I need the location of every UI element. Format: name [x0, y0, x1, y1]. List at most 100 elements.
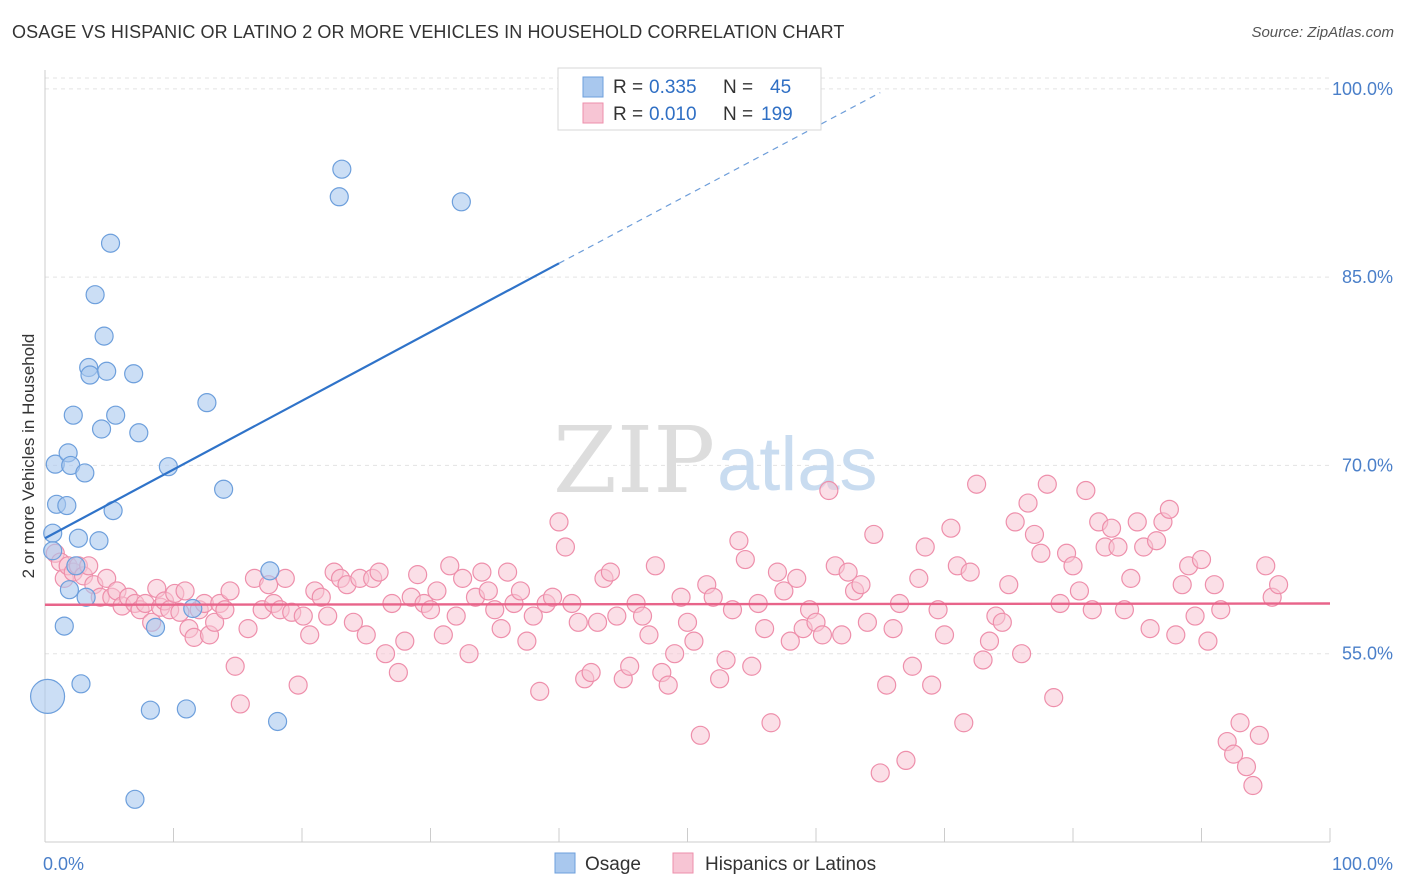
grid-layer — [45, 77, 1330, 655]
hispanic-point-70 — [446, 606, 466, 626]
hispanic-point-82 — [523, 606, 543, 626]
hispanic-point-64 — [408, 565, 428, 585]
osage-point-15 — [76, 587, 96, 607]
hispanic-point-86 — [549, 512, 569, 532]
hispanic-point-152 — [973, 650, 993, 670]
hispanic-point-127 — [812, 625, 833, 645]
legend-osage-swatch — [582, 76, 604, 98]
legend-osage-r-value: 0.335 — [649, 77, 697, 98]
hispanic-point-94 — [600, 562, 621, 582]
bottom-legend-hispanic-swatch — [672, 852, 694, 874]
hispanic-point-130 — [832, 625, 852, 645]
hispanic-point-105 — [671, 587, 691, 607]
hispanic-point-196 — [1256, 556, 1276, 576]
osage-point-36 — [260, 561, 280, 581]
osage-trend-extension — [558, 92, 881, 264]
hispanic-point-174 — [1114, 600, 1135, 620]
hispanic-point-195 — [1249, 725, 1269, 745]
hispanic-point-31 — [205, 612, 225, 632]
hispanic-point-58 — [369, 562, 389, 582]
osage-points — [29, 159, 471, 809]
hispanic-point-128 — [819, 480, 839, 501]
hispanic-point-153 — [979, 631, 1000, 651]
hispanic-point-137 — [877, 675, 897, 695]
osage-point-11 — [66, 556, 86, 576]
hispanic-point-162 — [1037, 474, 1057, 494]
y-axis-title: 2 or more Vehicles in Household — [19, 334, 38, 579]
hispanic-point-34 — [220, 581, 240, 601]
bottom-legend-hispanic-label: Hispanics or Latinos — [705, 854, 876, 875]
hispanic-point-89 — [568, 612, 588, 632]
hispanic-point-151 — [967, 474, 987, 494]
osage-point-2 — [43, 541, 63, 561]
correlation-legend: R = 0.335 N = 45 R = 0.010 N = 199 — [557, 67, 822, 131]
osage-point-39 — [332, 159, 352, 179]
hispanic-point-81 — [517, 631, 537, 651]
hispanic-point-160 — [1024, 524, 1045, 545]
hispanic-point-54 — [343, 612, 363, 632]
hispanic-point-167 — [1069, 581, 1090, 601]
osage-point-23 — [100, 233, 121, 253]
hispanic-point-112 — [716, 650, 736, 670]
watermark-zip: ZIP — [553, 407, 715, 514]
hispanic-point-72 — [459, 644, 479, 664]
hispanic-point-131 — [838, 562, 858, 582]
axes-layer: 55.0% 70.0% 85.0% 100.0% 0.0% 100.0% 2 or more… — [19, 70, 1393, 874]
osage-point-40 — [451, 192, 471, 212]
hispanic-point-144 — [922, 675, 942, 695]
hispanic-point-68 — [433, 625, 453, 645]
osage-point-20 — [91, 419, 112, 439]
hispanic-point-175 — [1121, 568, 1141, 588]
osage-point-37 — [267, 711, 288, 732]
hispanic-point-123 — [787, 568, 807, 588]
hispanic-point-100 — [639, 625, 659, 645]
legend-hispanic-n-value: 199 — [761, 104, 793, 125]
hispanic-point-142 — [909, 568, 929, 588]
hispanic-point-43 — [275, 568, 295, 588]
osage-point-27 — [125, 789, 145, 809]
hispanic-point-168 — [1076, 480, 1096, 501]
hispanic-point-59 — [375, 644, 396, 664]
hispanic-point-108 — [690, 725, 710, 745]
osage-point-22 — [97, 361, 117, 381]
hispanic-point-107 — [684, 631, 704, 651]
series-legend: Osage Hispanics or Latinos — [554, 852, 876, 875]
hispanic-point-191 — [1224, 744, 1244, 764]
hispanic-point-163 — [1044, 688, 1064, 708]
hispanic-point-169 — [1082, 600, 1102, 620]
hispanic-point-87 — [555, 537, 576, 557]
hispanic-point-45 — [288, 675, 308, 695]
legend-hispanic-r-label: R = — [613, 104, 643, 125]
y-tick-label-3: 100.0% — [1332, 79, 1393, 99]
hispanic-point-106 — [677, 612, 698, 632]
hispanic-point-103 — [658, 675, 678, 695]
osage-point-0 — [29, 678, 66, 714]
hispanic-point-194 — [1243, 775, 1263, 796]
hispanic-point-121 — [774, 581, 794, 601]
watermark: ZIP atlas — [553, 407, 878, 514]
hispanic-point-178 — [1140, 619, 1160, 639]
osage-point-34 — [197, 393, 217, 413]
legend-osage-n-value: 45 — [770, 77, 791, 98]
hispanic-point-50 — [318, 606, 338, 626]
hispanic-point-140 — [896, 750, 916, 771]
hispanic-point-95 — [607, 606, 627, 626]
hispanic-point-155 — [992, 612, 1012, 632]
hispanic-point-92 — [587, 612, 608, 632]
hispanic-point-133 — [851, 575, 871, 595]
hispanic-point-56 — [356, 625, 376, 645]
hispanic-point-176 — [1127, 512, 1147, 532]
osage-point-18 — [85, 285, 105, 305]
hispanic-point-135 — [864, 524, 884, 545]
hispanic-point-150 — [960, 562, 980, 582]
osage-point-29 — [140, 700, 160, 720]
osage-point-14 — [75, 463, 95, 483]
hispanic-point-192 — [1230, 713, 1250, 733]
hispanic-point-136 — [870, 763, 890, 783]
hispanic-point-99 — [632, 606, 653, 626]
hispanic-point-110 — [703, 587, 723, 607]
osage-point-21 — [94, 326, 114, 346]
osage-point-25 — [106, 405, 126, 425]
osage-point-17 — [80, 365, 100, 385]
hispanic-point-80 — [510, 581, 531, 601]
